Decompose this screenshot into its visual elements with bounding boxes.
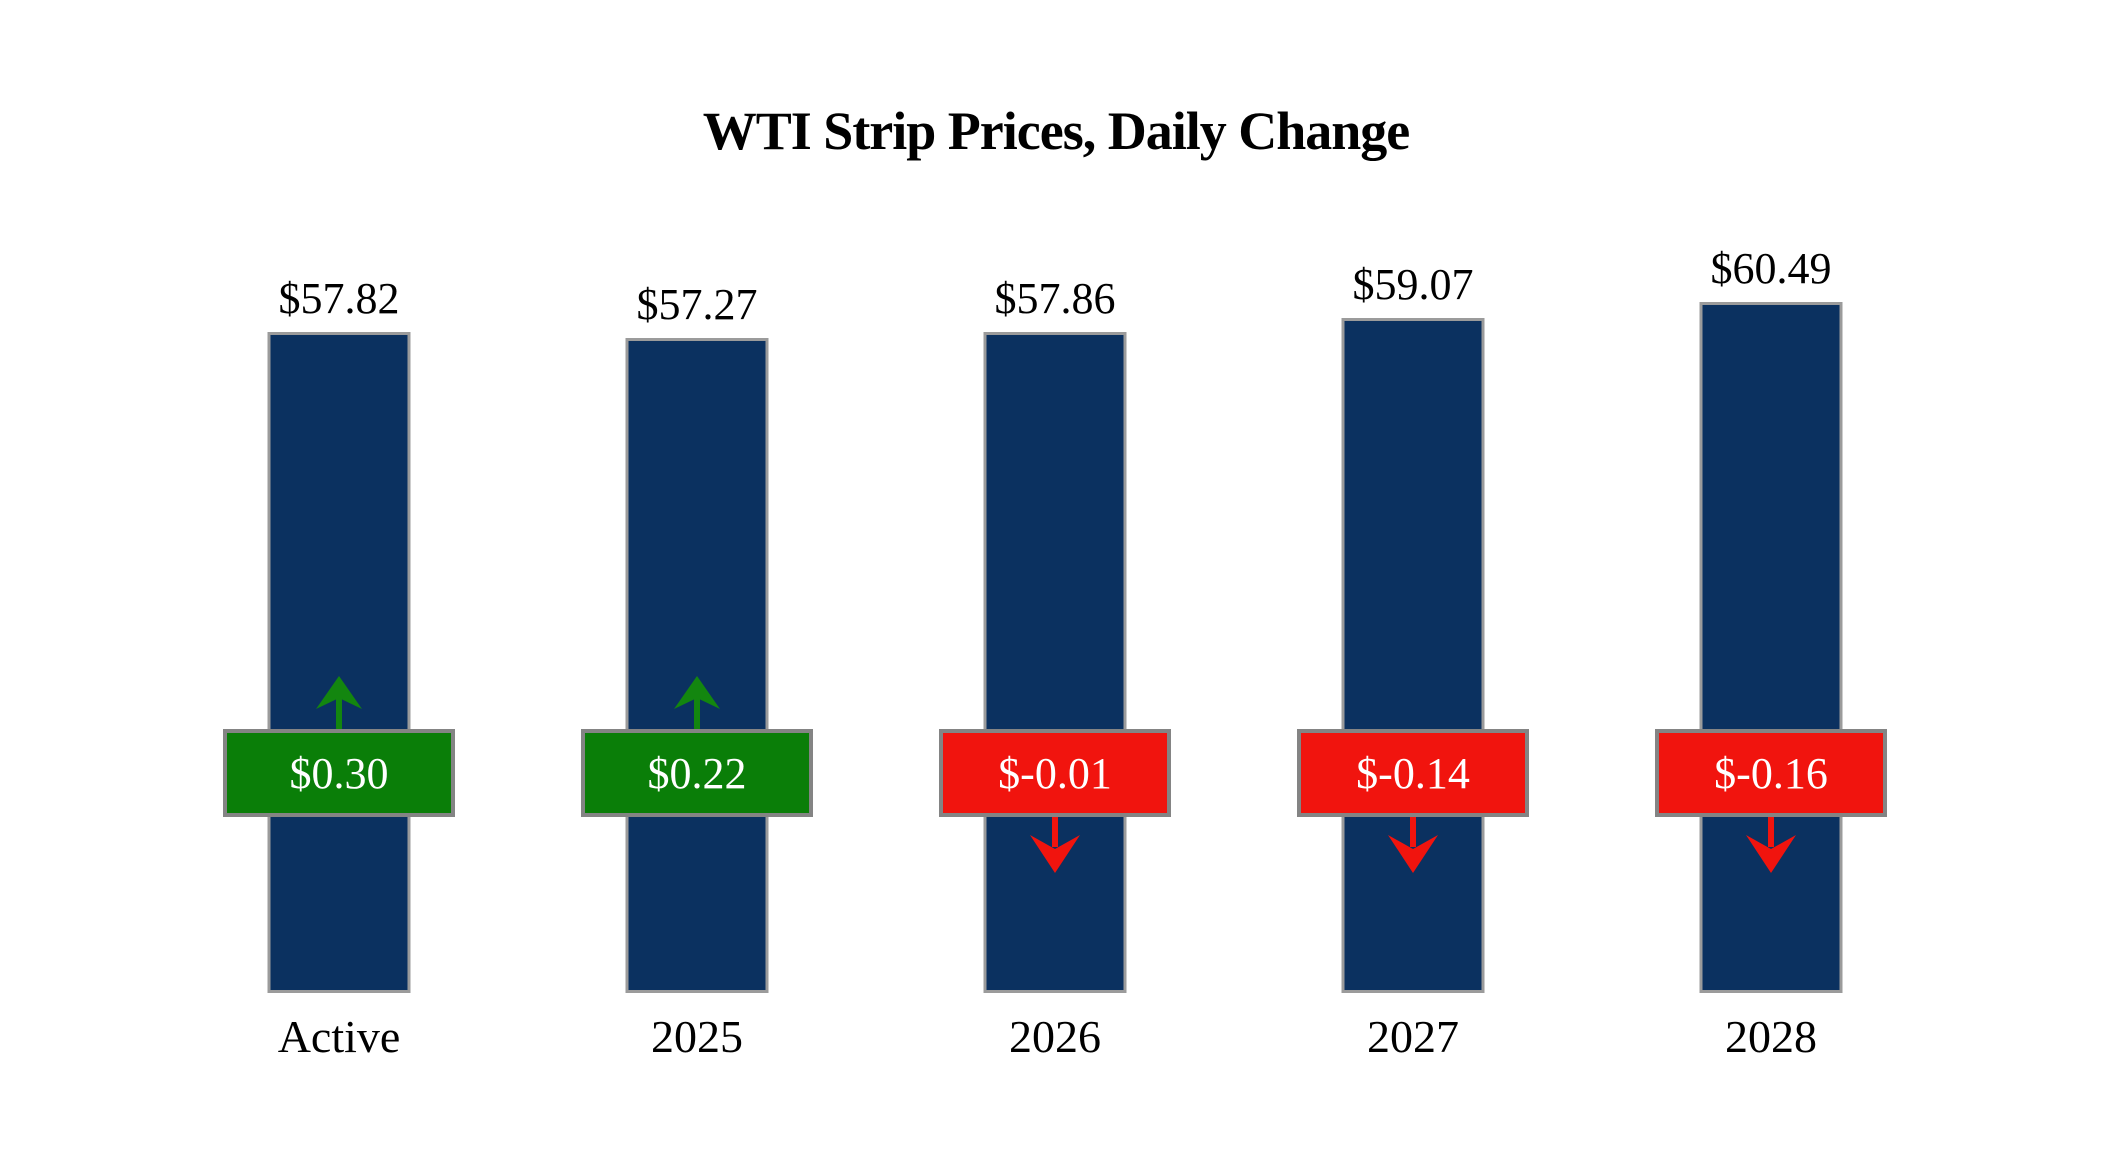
price-label: $57.86 [994, 274, 1116, 323]
price-label: $57.82 [278, 274, 400, 323]
change-badge: $-0.16 [1655, 729, 1887, 817]
bar-column: $57.27 $0.22 2025 [577, 0, 817, 1152]
change-badge: $0.30 [223, 729, 455, 817]
chart-title: WTI Strip Prices, Daily Change [702, 101, 1411, 161]
price-label: $57.27 [636, 280, 758, 329]
bar-column: $59.07 $-0.14 2027 [1293, 0, 1533, 1152]
change-label: $-0.14 [1356, 748, 1470, 798]
change-label: $-0.16 [1714, 748, 1828, 798]
change-label: $0.22 [647, 748, 747, 798]
category-label: 2026 [1009, 1011, 1101, 1062]
up-arrow-icon [313, 676, 365, 732]
category-label: Active [277, 1011, 401, 1062]
bar [625, 338, 769, 993]
bar [983, 332, 1127, 993]
bar [1699, 302, 1843, 993]
change-badge: $-0.14 [1297, 729, 1529, 817]
bar [267, 332, 411, 993]
change-badge: $0.22 [581, 729, 813, 817]
bar-column: $60.49 $-0.16 2028 [1651, 0, 1891, 1152]
price-label: $60.49 [1710, 244, 1832, 293]
change-badge: $-0.01 [939, 729, 1171, 817]
bar [1341, 318, 1485, 993]
bar-column: $57.82 $0.30 Active [219, 0, 459, 1152]
change-label: $-0.01 [998, 748, 1112, 798]
category-label: 2027 [1367, 1011, 1459, 1062]
category-label: 2028 [1725, 1011, 1817, 1062]
price-label: $59.07 [1352, 260, 1474, 309]
change-label: $0.30 [289, 748, 389, 798]
category-label: 2025 [651, 1011, 743, 1062]
down-arrow-icon [1027, 815, 1083, 873]
down-arrow-icon [1385, 815, 1441, 873]
bar-column: $57.86 $-0.01 2026 [935, 0, 1175, 1152]
bars-row: $57.82 $0.30 Active $57.27 $0.22 2025 $5… [219, 0, 1891, 1152]
up-arrow-icon [671, 676, 723, 732]
down-arrow-icon [1743, 815, 1799, 873]
